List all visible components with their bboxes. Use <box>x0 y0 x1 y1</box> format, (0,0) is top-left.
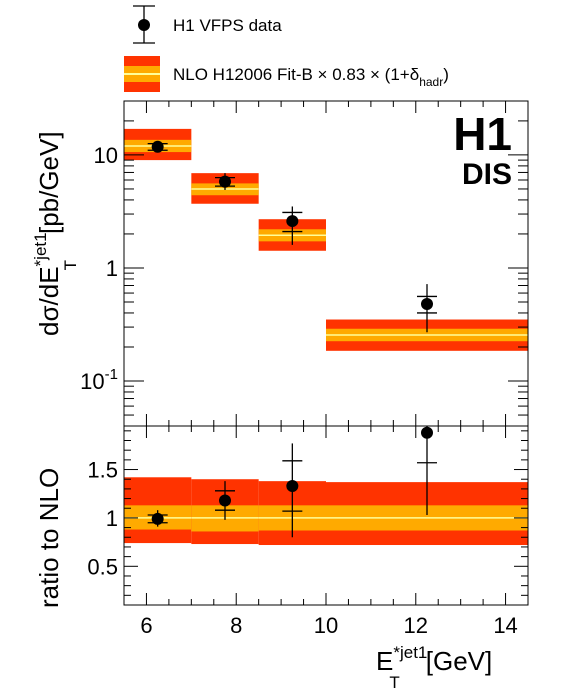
legend-nlo-label-sub: hadr <box>419 75 443 89</box>
upper-data-point-2 <box>286 215 299 228</box>
lower-y-axis-title: ratio to NLO <box>34 468 64 608</box>
upper-ytick-label-base: 1 <box>106 256 118 281</box>
legend-nlo-label: NLO H12006 Fit-B × 0.83 × (1+δhadr) <box>173 65 449 89</box>
legend-nlo-swatch <box>124 56 160 92</box>
xtick-label-1: 8 <box>230 613 242 638</box>
upper-data-points <box>147 140 437 333</box>
upper-ylabel-main: dσ/dE <box>34 266 64 336</box>
x-axis-title: E*jet1 T [GeV] <box>376 643 492 692</box>
upper-ylabel-unit: [pb/GeV] <box>34 131 64 234</box>
upper-data-point-1 <box>219 175 231 188</box>
legend-data-label: H1 VFPS data <box>173 16 282 35</box>
upper-ylabel-sub: T <box>61 260 80 270</box>
xtick-label-0: 6 <box>140 613 152 638</box>
legend-nlo-label-main: NLO H12006 Fit-B × 0.83 × (1+δ <box>173 65 419 84</box>
upper-ytick-label-exp: -1 <box>105 366 118 383</box>
lower-ytick-label-1: 1 <box>106 506 118 531</box>
legend-nlo-label-close: ) <box>443 65 449 84</box>
upper-ytick-label-0: 10-1 <box>80 366 118 394</box>
upper-ytick-label-1: 1 <box>106 256 118 281</box>
lower-data-point-2 <box>286 479 299 492</box>
lower-data-point-1 <box>219 494 231 507</box>
legend: H1 VFPS data NLO H12006 Fit-B × 0.83 × (… <box>124 5 449 92</box>
xtick-label-4: 14 <box>493 613 517 638</box>
upper-data-point-0 <box>151 140 164 153</box>
xlabel-unit: [GeV] <box>426 646 492 676</box>
lower-frame <box>123 425 529 606</box>
upper-ytick-label-base: 10 <box>80 369 104 394</box>
xlabel-sub: T <box>389 673 399 692</box>
upper-y-axis-title: dσ/dE*jet1 T [pb/GeV] <box>31 131 80 336</box>
lower-nlo-bands <box>124 477 528 546</box>
experiment-dis: DIS <box>462 158 512 191</box>
legend-data-marker <box>133 5 155 44</box>
xtick-label-3: 12 <box>404 613 428 638</box>
xlabel-main: E <box>376 646 393 676</box>
upper-data-point-3 <box>421 298 433 311</box>
lower-data-point-0 <box>151 512 164 525</box>
upper-ylabel-sup: *jet1 <box>31 232 50 266</box>
lower-data-points <box>147 426 437 538</box>
lower-ytick-label-2: 1.5 <box>87 458 118 483</box>
lower-data-point-3 <box>421 426 433 439</box>
upper-ytick-label-2: 10 <box>94 143 118 168</box>
upper-ytick-label-base: 10 <box>94 143 118 168</box>
lower-ytick-label-0: 0.5 <box>87 554 118 579</box>
experiment-label: H1 DIS <box>453 108 512 191</box>
experiment-h1: H1 <box>453 108 512 160</box>
lower-axes: 0.5 1 1.5 6 8 10 12 14 <box>87 426 528 638</box>
xtick-label-2: 10 <box>314 613 338 638</box>
xlabel-sup: *jet1 <box>393 643 427 662</box>
